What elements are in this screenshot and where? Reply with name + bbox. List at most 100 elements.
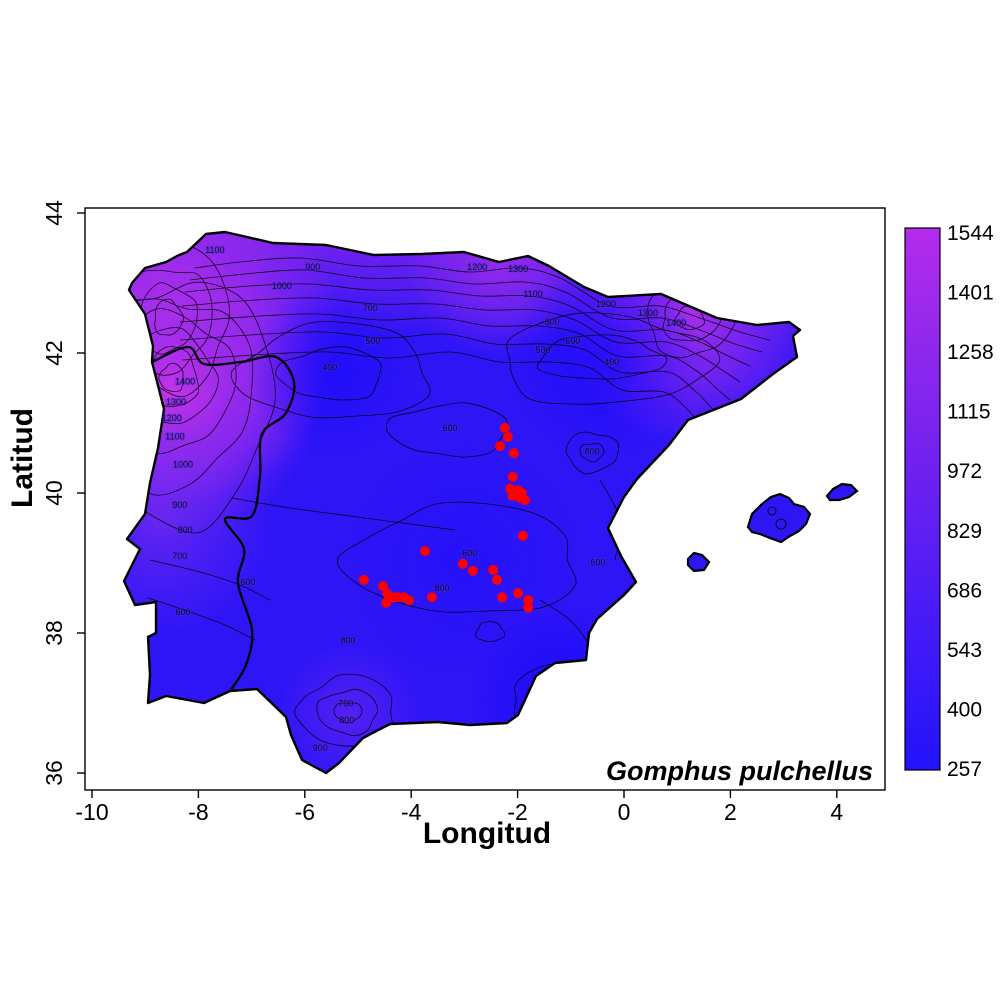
contour-value-label: 800 bbox=[339, 715, 354, 725]
contour-value-label: 1100 bbox=[165, 431, 184, 441]
contour-value-label: 800 bbox=[545, 317, 560, 327]
contour-line bbox=[194, 257, 771, 341]
y-axis: 44 42 40 38 36 bbox=[41, 200, 85, 786]
colorbar-tick-label: 543 bbox=[947, 639, 982, 662]
occurrence-point bbox=[491, 574, 502, 585]
colorbar-tick-label: 1544 bbox=[947, 222, 994, 245]
occurrence-points bbox=[358, 422, 534, 613]
contour-value-label: 900 bbox=[313, 743, 328, 753]
occurrence-point bbox=[420, 546, 430, 557]
contour-line bbox=[333, 702, 363, 724]
colorbar-gradient bbox=[904, 227, 941, 771]
occurrence-point bbox=[457, 558, 468, 569]
colorbar-tick-label: 257 bbox=[947, 758, 982, 781]
contour-line bbox=[124, 270, 213, 376]
colorbar-tick-label: 686 bbox=[947, 579, 982, 602]
contour-line bbox=[124, 298, 254, 496]
contour-line bbox=[316, 688, 378, 737]
x-axis: -10 -8 -6 -4 -2 0 2 4 bbox=[75, 790, 843, 825]
occurrence-point bbox=[358, 574, 369, 585]
occurrence-point bbox=[499, 422, 510, 433]
contour-value-label: 1100 bbox=[523, 289, 542, 299]
contour-line bbox=[539, 599, 591, 646]
colorbar-tick-label: 829 bbox=[947, 520, 982, 543]
menorca-outline bbox=[825, 482, 859, 502]
ebro-low-zone bbox=[505, 260, 705, 460]
contour-value-label: 700 bbox=[172, 551, 187, 561]
occurrence-point bbox=[488, 565, 499, 575]
contour-line bbox=[124, 244, 230, 398]
contour-line bbox=[179, 331, 723, 421]
contour-value-label: 1400 bbox=[175, 377, 195, 387]
x-tick-label: -2 bbox=[507, 799, 527, 825]
contour-line bbox=[184, 283, 751, 367]
species-annotation: Gomphus pulchellus bbox=[606, 756, 873, 786]
contour-value-label: 800 bbox=[435, 583, 450, 593]
occurrence-point bbox=[508, 448, 519, 459]
contour-value-label: 600 bbox=[443, 423, 458, 433]
mallorca-outline bbox=[746, 492, 812, 544]
y-tick-label: 40 bbox=[41, 480, 67, 506]
contour-value-label: 1000 bbox=[173, 459, 193, 469]
contour-value-label: 1100 bbox=[205, 245, 224, 255]
contour-line bbox=[181, 297, 741, 383]
occurrence-point bbox=[507, 471, 518, 482]
contour-line bbox=[179, 313, 731, 401]
contour-value-labels: 1100 900 1000 1200 1300 700 500 400 1400 1300 1200… bbox=[161, 244, 687, 754]
x-tick-label: 4 bbox=[830, 799, 843, 825]
colorbar-tick-label: 1401 bbox=[947, 282, 994, 305]
contour-value-label: 600 bbox=[240, 577, 255, 587]
x-tick-label: -8 bbox=[188, 799, 208, 825]
contour-line bbox=[181, 351, 713, 443]
contour-line bbox=[579, 443, 605, 463]
contour-line bbox=[537, 680, 595, 720]
contour-value-label: 800 bbox=[178, 525, 193, 535]
contour-value-label: 700 bbox=[363, 303, 378, 313]
occurrence-point bbox=[517, 530, 528, 541]
contour-line bbox=[158, 362, 184, 392]
contour-value-label: 1400 bbox=[666, 318, 686, 328]
occurrence-point bbox=[520, 495, 530, 505]
x-tick-label: 2 bbox=[724, 799, 737, 825]
contour-line bbox=[386, 402, 509, 458]
colorbar-tick-label: 1115 bbox=[947, 401, 991, 424]
contour-line bbox=[189, 269, 763, 353]
map-fill bbox=[124, 232, 857, 773]
contour-value-label: 1200 bbox=[467, 262, 487, 272]
contour-value-label: 600 bbox=[565, 336, 580, 346]
colorbar-legend: 1544 1401 1258 1115 972 829 686 543 400 257 bbox=[904, 222, 994, 781]
x-tick-label: -6 bbox=[295, 799, 315, 825]
mallorca-contour-ring bbox=[775, 518, 787, 530]
contour-line bbox=[231, 497, 456, 531]
colorbar-tick-labels: 1544 1401 1258 1115 972 829 686 543 400 257 bbox=[947, 222, 994, 781]
colorbar-tick-label: 400 bbox=[947, 698, 982, 721]
contour-line bbox=[124, 308, 237, 455]
y-axis-title: Latitud bbox=[6, 408, 39, 508]
portugal-spain-border bbox=[151, 345, 296, 692]
contour-line bbox=[230, 321, 431, 419]
colorbar-tick-label: 972 bbox=[947, 460, 982, 483]
occurrence-point bbox=[497, 592, 508, 603]
contour-line bbox=[147, 597, 256, 641]
contour-value-label: 600 bbox=[175, 607, 190, 617]
ibiza-outline bbox=[686, 551, 711, 573]
balearic-islands bbox=[686, 482, 859, 573]
occurrence-point bbox=[404, 595, 415, 606]
contour-value-label: 1300 bbox=[638, 308, 658, 318]
contour-line bbox=[275, 346, 382, 401]
contour-value-label: 800 bbox=[340, 636, 355, 646]
y-tick-label: 36 bbox=[41, 760, 67, 786]
occurrence-point bbox=[467, 565, 478, 576]
contour-value-label: 900 bbox=[305, 262, 320, 272]
occurrence-point bbox=[378, 581, 388, 592]
contour-line bbox=[565, 431, 620, 475]
colorbar-tick-label: 1258 bbox=[947, 341, 994, 364]
contour-value-label: 600 bbox=[462, 548, 477, 558]
contour-value-label: 1300 bbox=[166, 397, 186, 407]
contour-value-label: 800 bbox=[585, 447, 600, 457]
contour-value-label: 400 bbox=[604, 357, 619, 367]
y-tick-label: 44 bbox=[41, 200, 67, 226]
contour-value-label: 500 bbox=[365, 336, 380, 346]
y-tick-label: 38 bbox=[41, 620, 67, 646]
